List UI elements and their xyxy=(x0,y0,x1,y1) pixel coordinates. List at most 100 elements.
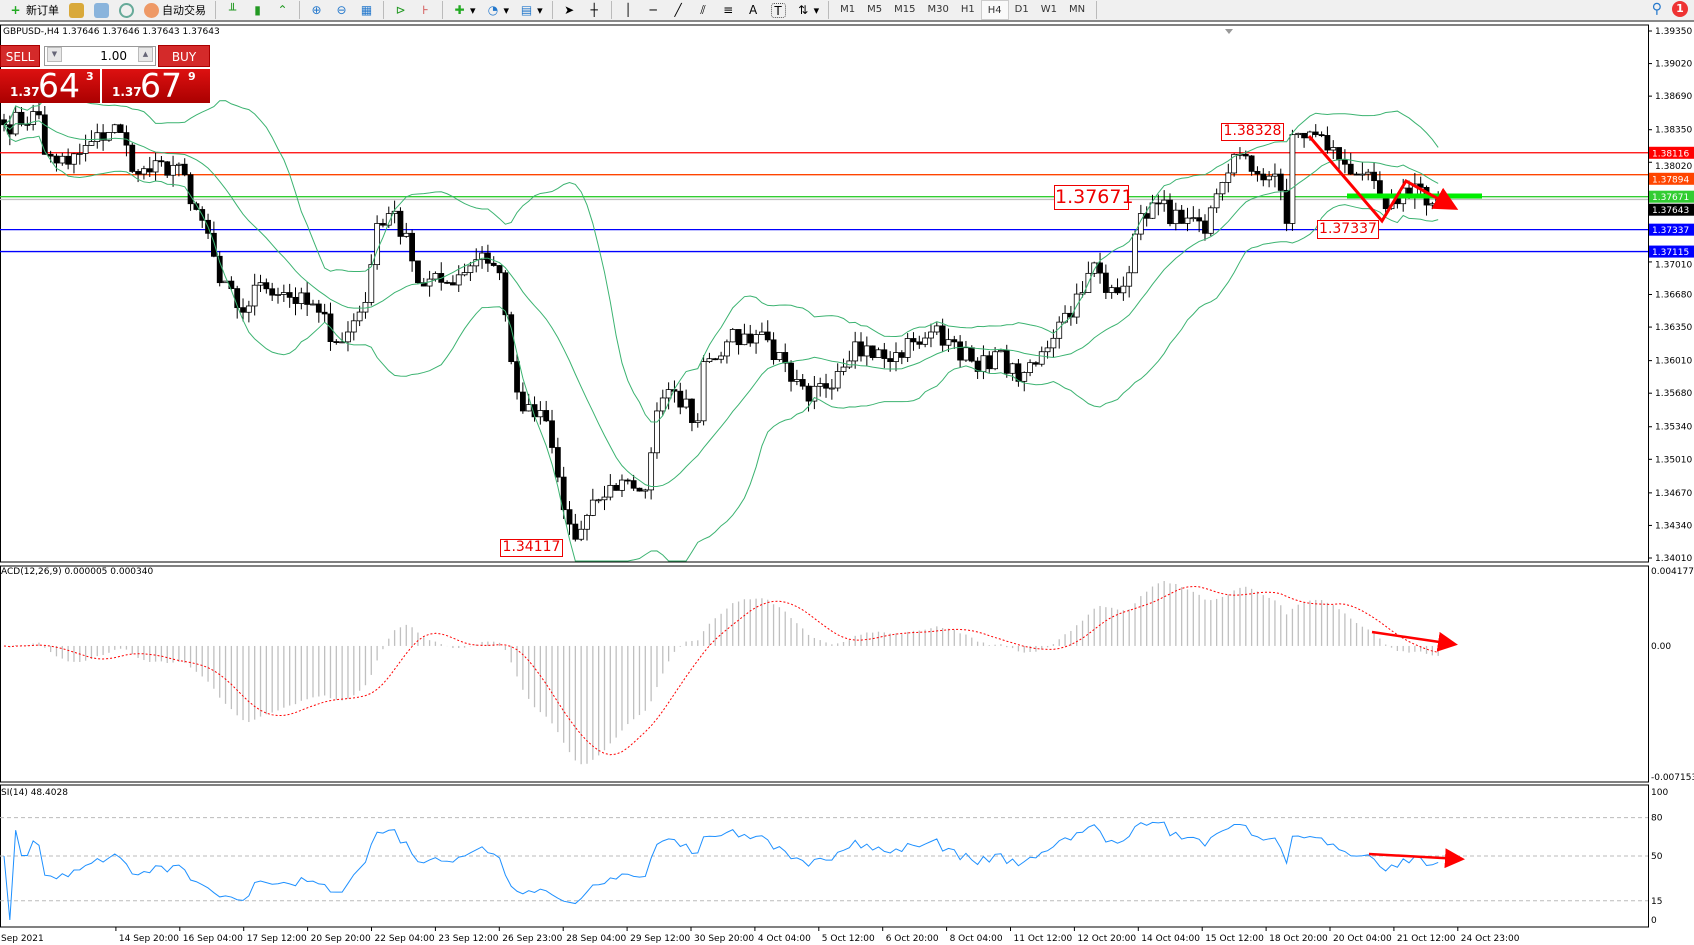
bull-candle xyxy=(1359,173,1366,176)
bear-candle xyxy=(158,160,165,163)
price-tick-label: 1.37010 xyxy=(1655,261,1692,271)
bear-candle xyxy=(18,111,25,125)
sell-button[interactable]: SELL xyxy=(0,45,40,67)
timeframe-m1[interactable]: M1 xyxy=(840,4,856,15)
bottom-price-label: 1.34117 xyxy=(500,539,563,557)
bear-candle xyxy=(444,281,450,284)
buy-price[interactable]: 1.37 67 9 xyxy=(102,66,210,105)
bull-candle xyxy=(852,341,859,362)
bull-candle xyxy=(759,331,765,335)
market-watch-button[interactable] xyxy=(65,0,88,20)
bear-candle xyxy=(554,447,561,478)
timeframe-d1[interactable]: D1 xyxy=(1014,4,1029,15)
price-line-label: 1.37337 xyxy=(1652,226,1689,236)
bear-candle xyxy=(1342,159,1348,165)
macd-pane-frame xyxy=(0,565,1649,783)
bear-candle xyxy=(1015,363,1022,382)
fibonacci-button[interactable]: ≡ xyxy=(717,0,740,20)
chart-shift-button[interactable]: ⊦ xyxy=(414,0,437,20)
bear-candle xyxy=(519,391,526,412)
bull-candle xyxy=(1207,207,1214,234)
new-order-button[interactable]: + 新订单 xyxy=(4,0,63,20)
bull-candle xyxy=(1009,363,1016,374)
bear-candle xyxy=(415,260,421,284)
time-label: 28 Sep 04:00 xyxy=(566,934,626,944)
zoom-out-icon: ⊖ xyxy=(336,2,347,17)
time-label: 20 Sep 20:00 xyxy=(311,934,371,944)
channel-button[interactable]: ⫽ xyxy=(692,0,715,20)
horizontal-line-button[interactable]: ─ xyxy=(642,0,665,20)
price-tick-label: 1.35340 xyxy=(1655,423,1692,433)
bear-candle xyxy=(799,379,806,387)
bear-candle xyxy=(712,358,719,361)
indicators-button[interactable]: ✚ ▾ xyxy=(448,0,480,20)
zoom-in-button[interactable]: ⊕ xyxy=(305,0,328,20)
timeframe-w1[interactable]: W1 xyxy=(1040,4,1057,15)
crosshair-button[interactable]: ┼ xyxy=(583,0,606,20)
lot-decrease-button[interactable]: ▼ xyxy=(47,47,62,62)
bull-candle xyxy=(1091,262,1098,274)
rsi-tick-label: 100 xyxy=(1651,788,1668,798)
rsi-tick-label: 80 xyxy=(1651,814,1663,824)
bear-candle xyxy=(269,288,276,296)
data-window-button[interactable] xyxy=(90,0,113,20)
bear-candle xyxy=(65,155,72,165)
timeframe-h1[interactable]: H1 xyxy=(960,4,975,15)
bear-candle xyxy=(333,341,340,343)
lot-size-input[interactable]: 1.00 xyxy=(44,46,156,66)
bull-candle xyxy=(998,350,1004,353)
bear-candle xyxy=(968,347,975,362)
auto-scroll-button[interactable]: ⊳ xyxy=(389,0,412,20)
text-button[interactable]: A xyxy=(742,0,765,20)
bear-candle xyxy=(1155,202,1162,205)
bull-candle xyxy=(718,355,724,360)
zoom-out-button[interactable]: ⊖ xyxy=(330,0,353,20)
search-icon[interactable]: ⚲ xyxy=(1651,1,1662,17)
bear-candle xyxy=(735,329,742,346)
vertical-line-button[interactable]: │ xyxy=(617,0,640,20)
price-tick-label: 1.38690 xyxy=(1655,92,1692,102)
timeframe-mn[interactable]: MN xyxy=(1068,4,1086,15)
lot-increase-button[interactable]: ▲ xyxy=(138,47,153,62)
price-tick-label: 1.35680 xyxy=(1655,389,1692,399)
time-label: 22 Sep 04:00 xyxy=(375,934,435,944)
right-tools: ⚲ 1 xyxy=(1652,1,1688,17)
candle-chart-button[interactable]: ▮ xyxy=(246,0,269,20)
text-label-button[interactable]: T xyxy=(767,0,790,20)
templates-button[interactable]: ▤ ▾ xyxy=(520,2,543,17)
sell-price[interactable]: 1.37 64 3 xyxy=(0,66,100,105)
signals-button[interactable] xyxy=(115,0,138,20)
bull-candle xyxy=(834,371,841,389)
bar-chart-button[interactable]: ╨ xyxy=(221,0,244,20)
trendline-button[interactable]: ╱ xyxy=(667,0,690,20)
cursor-button[interactable]: ➤ xyxy=(558,0,581,20)
bear-candle xyxy=(1102,272,1109,293)
bear-candle xyxy=(409,232,416,262)
rsi-tick-label: 15 xyxy=(1651,897,1662,907)
auto-trading-button[interactable]: 自动交易 xyxy=(140,0,210,20)
timeframe-m15[interactable]: M15 xyxy=(894,4,916,15)
time-label: 14 Sep 20:00 xyxy=(119,934,179,944)
price-line-label-bg xyxy=(1649,146,1694,159)
new-order-icon: + xyxy=(10,2,21,17)
timeframe-h4[interactable]: H4 xyxy=(980,0,1009,20)
timeframe-m5[interactable]: M5 xyxy=(867,4,883,15)
bull-candle xyxy=(1429,203,1436,206)
one-click-trading-panel: SELL 1.00 ▼ ▲ BUY 1.37 64 3 1.37 67 9 xyxy=(0,45,210,105)
price-path-arrow xyxy=(1307,135,1459,224)
bull-candle xyxy=(817,383,824,387)
bull-candle xyxy=(1225,172,1232,183)
buy-button[interactable]: BUY xyxy=(158,45,210,67)
tile-windows-button[interactable]: ▦ xyxy=(355,0,378,20)
bear-candle xyxy=(1114,287,1121,294)
timeframe-m30[interactable]: M30 xyxy=(927,4,949,15)
bull-candle xyxy=(601,496,608,501)
notification-badge[interactable]: 1 xyxy=(1672,1,1688,17)
chart-area[interactable]: 1.39350 1.39020 1.38690 1.38350 1.38116 1.380… xyxy=(0,22,1694,945)
periods-button[interactable]: ◔ ▾ xyxy=(482,0,514,20)
bear-candle xyxy=(24,123,31,126)
bear-candle xyxy=(1347,163,1354,175)
arrows-button[interactable]: ⇅ ▾ xyxy=(792,0,824,20)
line-chart-button[interactable]: ⌃ xyxy=(271,0,294,20)
bear-candle xyxy=(549,420,555,448)
